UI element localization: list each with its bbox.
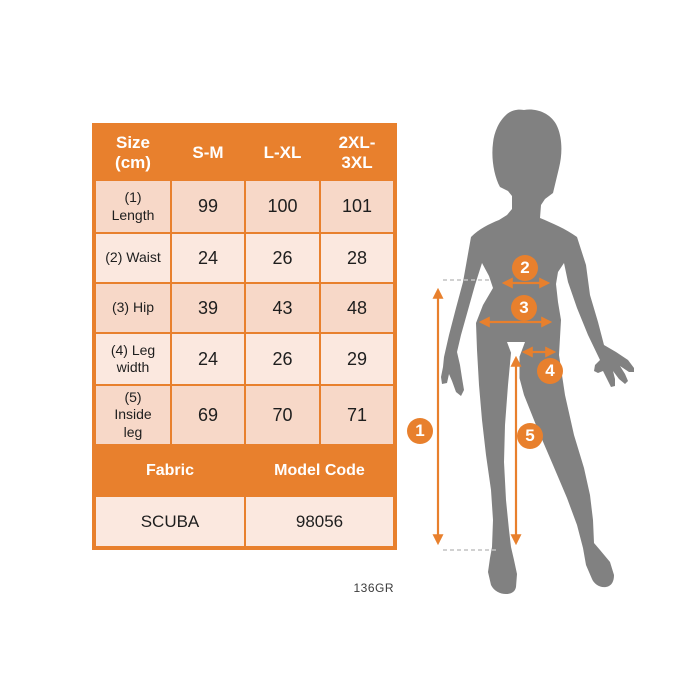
row-label: (1) Length [93,179,172,234]
marker-circle-3: 3 [511,295,537,321]
cell-value: 70 [244,384,321,446]
table-row-hip: (3) Hip 39 43 48 [93,282,396,334]
fabric-value: SCUBA [93,495,246,549]
cell-value: 43 [244,282,321,334]
product-weight-code: 136GR [353,581,394,595]
cell-value: 48 [319,282,396,334]
col-header-2xl3xl: 2XL-3XL [319,124,396,181]
col-header-size: Size (cm) [93,124,172,181]
cell-value: 71 [319,384,396,446]
col-header-lxl: L-XL [244,124,321,181]
cell-value: 29 [319,332,396,386]
cell-value: 101 [319,179,396,234]
row-label: (4) Leg width [93,332,172,386]
col-header-sm: S-M [170,124,246,181]
cell-value: 28 [319,232,396,284]
marker-circle-4: 4 [537,358,563,384]
cell-value: 100 [244,179,321,234]
cell-value: 24 [170,332,246,386]
table-subheader-row: Fabric Model Code [93,444,396,497]
table-row-length: (1) Length 99 100 101 [93,179,396,234]
cell-value: 24 [170,232,246,284]
cell-value: 69 [170,384,246,446]
row-label: (3) Hip [93,282,172,334]
cell-value: 39 [170,282,246,334]
cell-value: 99 [170,179,246,234]
marker-circle-2: 2 [512,255,538,281]
measurement-figure: 1 2 3 4 5 [400,80,700,620]
cell-value: 26 [244,232,321,284]
model-code-value: 98056 [244,495,396,549]
table-row-waist: (2) Waist 24 26 28 [93,232,396,284]
table-header-row: Size (cm) S-M L-XL 2XL-3XL [93,124,396,181]
table-row-leg-width: (4) Leg width 24 26 29 [93,332,396,386]
table-row-inside-leg: (5) Inside leg 69 70 71 [93,384,396,446]
marker-circle-1: 1 [407,418,433,444]
cell-value: 26 [244,332,321,386]
model-code-header: Model Code [244,444,396,497]
size-table: Size (cm) S-M L-XL 2XL-3XL (1) Length 99… [92,123,397,550]
row-label: (2) Waist [93,232,172,284]
table-footer-row: SCUBA 98056 [93,495,396,549]
marker-circle-5: 5 [517,423,543,449]
fabric-header: Fabric [93,444,246,497]
row-label: (5) Inside leg [93,384,172,446]
